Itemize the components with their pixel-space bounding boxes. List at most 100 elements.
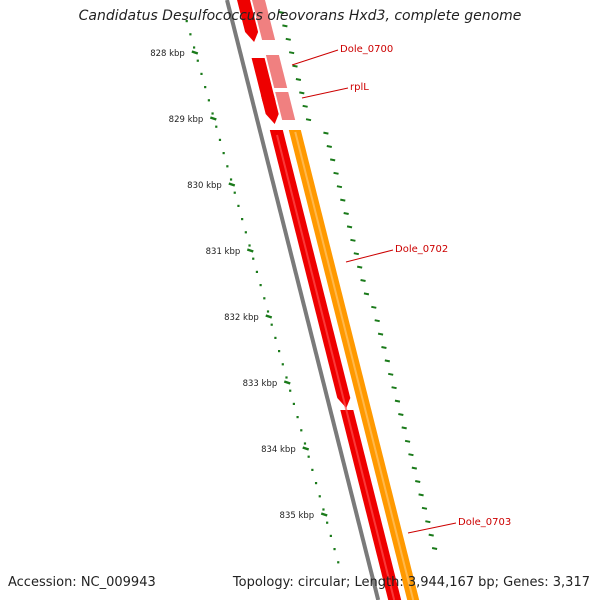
tick-label: 831 kbp (206, 247, 241, 257)
scale-dot (285, 376, 288, 379)
gene-label[interactable]: rplL (350, 82, 369, 93)
minor-tick (329, 158, 336, 162)
scale-dot (200, 72, 203, 75)
minor-tick (299, 91, 305, 95)
feature-tracks (225, 0, 420, 600)
scale-dot (296, 416, 299, 419)
accession-label: Accession: NC_009943 (8, 575, 156, 590)
tick-label: 828 kbp (150, 49, 185, 59)
scale-dot (189, 33, 192, 36)
scale-dot (270, 323, 273, 326)
tick-label: 832 kbp (224, 313, 259, 323)
minor-tick (350, 238, 356, 242)
minor-tick (295, 78, 302, 81)
gene-label[interactable]: Dole_0702 (395, 244, 448, 255)
scale-dot (229, 178, 233, 181)
minor-tick (356, 265, 363, 269)
gene-leader-line (291, 49, 339, 66)
minor-tick (394, 399, 401, 403)
minor-tick (305, 118, 312, 122)
tick-label: 830 kbp (187, 181, 222, 191)
gene-labels: Dole_0700 rplL Dole_0702 Dole_0703 (291, 44, 511, 534)
minor-tick (404, 439, 411, 443)
scale-dot (244, 231, 247, 234)
gene-leader-line (301, 87, 349, 99)
scale-dot (278, 350, 281, 353)
major-tick (191, 50, 199, 55)
minor-tick (278, 11, 285, 14)
minor-tick (411, 466, 418, 470)
tick-label: 833 kbp (243, 379, 278, 389)
scale-dot (281, 363, 284, 366)
gene-label[interactable]: Dole_0700 (340, 44, 393, 55)
scale-dot (326, 521, 329, 524)
scale-dot (307, 455, 310, 458)
scale-dot (303, 442, 307, 445)
scale-dot (292, 402, 295, 405)
minor-tick (288, 51, 295, 55)
scale-dot (300, 429, 303, 432)
gene-label[interactable]: Dole_0703 (458, 517, 511, 528)
minor-tick (326, 145, 332, 148)
minor-tick (363, 292, 370, 296)
major-tick (265, 314, 273, 319)
minor-tick (377, 332, 384, 336)
tick-label: 835 kbp (280, 511, 315, 521)
minor-tick (415, 480, 421, 483)
minor-tick (333, 171, 339, 175)
scale-ticks (185, 11, 438, 564)
cds-feature-dole-0699[interactable] (236, 0, 259, 42)
scale-dot (233, 191, 236, 194)
feature-shadow-dole-0700[interactable] (265, 55, 288, 88)
minor-tick (374, 319, 380, 323)
minor-tick (285, 37, 291, 41)
cds-feature-rplk[interactable] (260, 95, 279, 124)
scale-dot (311, 468, 314, 471)
scale-dot (252, 257, 255, 260)
minor-tick (398, 413, 404, 416)
scale-dot (204, 86, 207, 89)
genome-summary: Topology: circular; Length: 3,944,167 bp… (232, 575, 590, 590)
minor-tick (421, 506, 428, 510)
minor-tick (323, 131, 329, 135)
major-tick (209, 116, 217, 121)
orange-highlight (294, 131, 415, 600)
scale-dot (314, 482, 318, 485)
scale-labels: 828 kbp 829 kbp 830 kbp 831 kbp 832 kbp 833 k… (150, 49, 314, 521)
scale-dot (289, 389, 292, 392)
feature-shadow-0699[interactable] (251, 0, 276, 40)
cds-highlight (276, 134, 396, 600)
scale-dot (333, 548, 336, 551)
scale-dot (259, 284, 262, 287)
scale-dot (196, 59, 199, 62)
major-tick (302, 446, 310, 451)
minor-tick (428, 533, 434, 537)
scale-dot (237, 204, 240, 207)
minor-tick (401, 426, 407, 430)
scale-dot (337, 561, 340, 564)
scale-dot (274, 336, 277, 339)
scale-dot (263, 297, 266, 300)
major-tick (283, 380, 291, 385)
scale-dot (185, 20, 188, 23)
minor-tick (282, 24, 288, 28)
scale-dot (218, 138, 222, 141)
gene-leader-line (407, 522, 457, 534)
minor-tick (388, 372, 394, 376)
major-tick (246, 248, 254, 253)
minor-tick (391, 386, 397, 390)
feature-shadow-rplil[interactable] (275, 92, 296, 120)
minor-tick (292, 64, 298, 68)
minor-tick (371, 305, 377, 309)
minor-tick (340, 198, 346, 202)
scale-dot (207, 99, 210, 102)
scale-dot (318, 495, 321, 498)
genome-title: Candidatus Desulfococcus oleovorans Hxd3… (78, 8, 522, 24)
scale-dot (248, 244, 251, 247)
minor-tick (353, 252, 360, 256)
minor-tick (302, 104, 308, 108)
scale-dot (211, 112, 214, 115)
minor-tick (343, 212, 349, 215)
